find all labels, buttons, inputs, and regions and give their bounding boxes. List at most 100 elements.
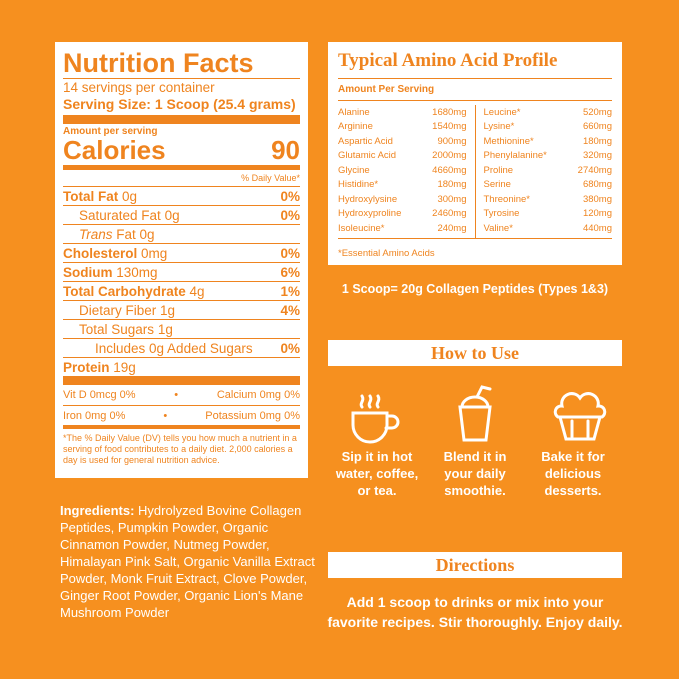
amount: 19g: [113, 359, 136, 375]
dv: 1%: [280, 283, 300, 299]
nutrient-row: Dietary Fiber 1g 4%: [63, 300, 300, 319]
amino-amount: 180mg: [582, 135, 612, 147]
amount: 130mg: [116, 264, 158, 280]
nutrient: Saturated Fat: [79, 207, 161, 223]
vitamin: Iron 0mg 0%: [63, 409, 126, 422]
amino-row: Leucine* 520mg: [484, 105, 613, 120]
directions-text: Add 1 scoop to drinks or mix into your f…: [327, 594, 623, 630]
nutrient: Protein: [63, 359, 110, 375]
amino-amount: 1680mg: [432, 106, 467, 118]
amino-note: *Essential Amino Acids: [338, 248, 435, 259]
vitamin-row: Iron 0mg 0% • Potassium 0mg 0%: [63, 405, 300, 425]
amino-amount: 180mg: [437, 179, 467, 191]
nutrient-row: Includes 0g Added Sugars 0%: [63, 338, 300, 357]
smoothie-icon: [458, 385, 492, 442]
amino-row: Glutamic Acid 2000mg: [338, 149, 467, 164]
serving-size-label: Serving Size:: [63, 96, 151, 112]
ingredients-label: Ingredients:: [60, 503, 135, 518]
amount: 0g: [164, 207, 180, 223]
amino-acid: Threonine*: [483, 193, 530, 205]
nutrient: Total Fat: [63, 188, 119, 204]
amino-acid: Tyrosine: [483, 208, 520, 220]
amount: 0mg: [141, 245, 168, 261]
amino-row: Hydroxylysine 300mg: [338, 192, 467, 207]
vitamin: Potassium 0mg 0%: [205, 409, 300, 422]
amino-acid: Aspartic Acid: [338, 135, 393, 147]
amino-acid: Isoleucine*: [338, 222, 385, 234]
amino-amount: 4660mg: [432, 164, 467, 176]
amino-row: Hydroxyproline 2460mg: [338, 207, 467, 222]
use-item: Bake it for delicious desserts.: [541, 449, 605, 498]
dv: 0%: [280, 340, 300, 356]
footnote: *The % Daily Value (DV) tells you how mu…: [63, 433, 297, 465]
use-item: Blend it in your daily smoothie.: [443, 449, 507, 498]
thick-rule: [63, 165, 300, 170]
amino-acid: Methionine*: [483, 135, 534, 147]
nutrition-title: Nutrition Facts: [63, 48, 300, 79]
amino-row: Alanine 1680mg: [338, 105, 467, 120]
directions-title: Directions: [328, 552, 622, 578]
thick-rule: [63, 376, 300, 385]
nutrient: Cholesterol: [63, 245, 138, 261]
amino-column: Leucine* 520mg Lysine* 660mg Methionine* 180m…: [476, 105, 613, 238]
amino-acid: Histidine*: [338, 179, 379, 191]
amino-acid: Alanine: [338, 106, 370, 118]
amino-amount: 380mg: [582, 193, 612, 205]
amino-amount: 2740mg: [577, 164, 612, 176]
nutrient: Total Sugars: [79, 321, 155, 337]
amino-acid: Glutamic Acid: [338, 150, 397, 162]
amount: Fat 0g: [116, 226, 155, 242]
icons: [351, 385, 607, 444]
ingredients-text: Hydrolyzed Bovine Collagen Peptides, Pum…: [60, 503, 315, 620]
amino-amount: 240mg: [437, 222, 467, 234]
serving-size-value: 1 Scoop (25.4 grams): [154, 96, 296, 112]
nutrient: Includes 0g Added Sugars: [95, 340, 253, 356]
amino-acid: Serine: [483, 179, 511, 191]
nutrient-row: Protein 19g: [63, 357, 300, 376]
calories-row: Calories 90: [63, 137, 300, 163]
amino-acid: Valine*: [483, 222, 513, 234]
nutrient-row: Saturated Fat 0g 0%: [63, 205, 300, 224]
nutrient: Dietary Fiber: [79, 302, 157, 318]
amino-amount: 2000mg: [432, 150, 467, 162]
dv: 0%: [280, 188, 300, 204]
amino-acid: Hydroxylysine: [338, 193, 398, 205]
dv: 6%: [280, 264, 300, 280]
amino-acid: Lysine*: [483, 121, 515, 133]
amino-row: Threonine* 380mg: [484, 192, 613, 207]
amino-panel: Typical Amino Acid Profile Amount Per Se…: [328, 42, 622, 265]
servings: 14 servings per container: [63, 80, 215, 95]
amino-acid: Hydroxyproline: [338, 208, 402, 220]
dv-header: % Daily Value*: [241, 173, 300, 183]
amino-row: Aspartic Acid 900mg: [338, 134, 467, 149]
amino-amount: 440mg: [582, 222, 612, 234]
thick-rule: [63, 425, 300, 429]
amino-acid: Arginine: [338, 121, 373, 133]
calories-label: Calories: [63, 135, 166, 165]
amino-row: Arginine 1540mg: [338, 120, 467, 135]
nutrient-row: Trans Fat 0g: [63, 224, 300, 243]
amount: 4g: [189, 283, 205, 299]
amino-amount: 520mg: [582, 106, 612, 118]
amino-row: Tyrosine 120mg: [484, 207, 613, 222]
nutrient-row: Total Sugars 1g: [63, 319, 300, 338]
amino-column: Alanine 1680mg Arginine 1540mg Aspartic Acid…: [338, 105, 476, 238]
amount: 0g: [122, 188, 138, 204]
vitamin-row: Vit D 0mcg 0% • Calcium 0mg 0%: [63, 389, 300, 401]
amount-per-serving: Amount per serving: [63, 126, 158, 137]
vitamin: Calcium 0mg 0%: [216, 389, 300, 401]
muffin-icon: [553, 392, 607, 441]
amino-amount: 660mg: [582, 121, 612, 133]
ingredients: Ingredients: Hydrolyzed Bovine Collagen …: [60, 502, 315, 621]
vitamin: Vit D 0mcg 0%: [63, 389, 136, 401]
calories-value: 90: [271, 135, 300, 165]
amino-acid: Proline: [483, 164, 514, 176]
amino-amount: 300mg: [437, 193, 467, 205]
amino-row: Serine 680mg: [484, 178, 613, 193]
thick-rule: [63, 115, 300, 124]
amino-header: Amount Per Serving: [338, 79, 612, 101]
how-to-use-title: How to Use: [328, 340, 622, 366]
amino-row: Proline 2740mg: [484, 163, 613, 178]
amino-table: Alanine 1680mg Arginine 1540mg Aspartic Acid…: [338, 101, 612, 239]
amino-title: Typical Amino Acid Profile: [338, 42, 612, 79]
